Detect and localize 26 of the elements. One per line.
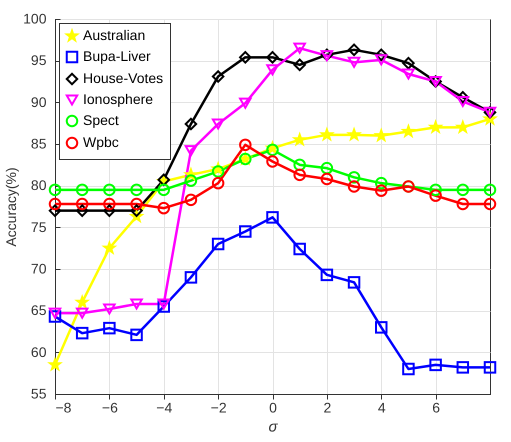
x-tick-label: 2: [323, 400, 332, 416]
x-tick-label: 6: [432, 400, 440, 416]
x-tick-label: 0: [269, 400, 278, 416]
legend-label: House-Votes: [83, 70, 164, 86]
x-axis-title: σ: [268, 418, 278, 436]
y-tick-label: 90: [30, 94, 47, 110]
x-tick-label: 4: [378, 400, 386, 416]
legend-label: Spect: [83, 112, 119, 128]
y-tick-label: 65: [30, 302, 47, 318]
legend-label: Australian: [83, 27, 146, 43]
x-tick-label: −4: [156, 400, 172, 416]
y-tick-label: 60: [30, 344, 47, 360]
legend-label: Bupa-Liver: [83, 48, 152, 64]
x-tick-label: −2: [210, 400, 227, 416]
y-axis-title: Accuracy(%): [3, 167, 20, 247]
y-tick-label: 85: [30, 136, 47, 152]
y-tick-label: 95: [30, 52, 47, 68]
y-tick-label: 75: [30, 218, 47, 235]
y-tick-label: 70: [30, 260, 47, 276]
x-tick-label: −6: [102, 400, 118, 416]
y-tick-label: 80: [30, 177, 47, 194]
legend-label: Wpbc: [83, 134, 119, 150]
legend-label: Ionosphere: [83, 91, 154, 107]
y-tick-label: 100: [23, 10, 47, 26]
y-tick-label: 55: [30, 386, 47, 402]
x-tick-label: −8: [56, 400, 72, 416]
